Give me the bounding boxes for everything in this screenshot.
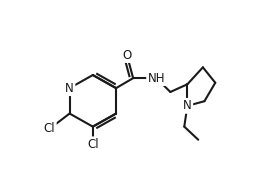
Text: NH: NH [148,72,165,85]
Text: N: N [65,82,74,95]
Text: Cl: Cl [44,122,55,136]
Text: N: N [183,99,192,112]
Text: Cl: Cl [87,138,99,151]
Text: O: O [122,49,132,62]
